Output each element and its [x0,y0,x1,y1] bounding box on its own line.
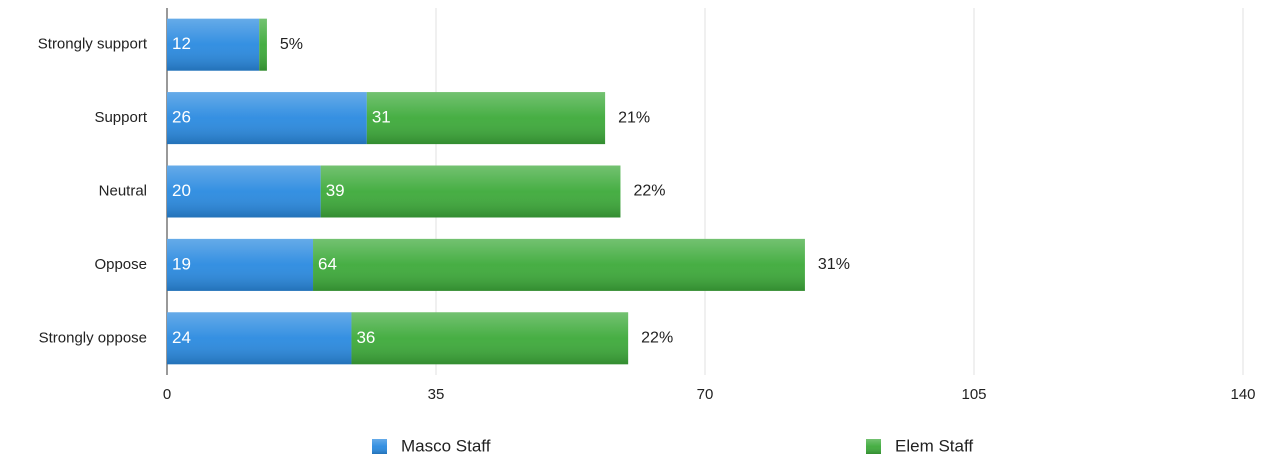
x-tick-label: 70 [697,386,714,403]
segment-label: 26 [172,108,191,127]
y-tick-label: Strongly support [38,36,148,53]
segment-label: 12 [172,34,191,53]
bar-shade [351,312,629,365]
segment-label: 24 [172,328,191,347]
segment-label: 36 [356,328,375,347]
segment-label: 20 [172,181,191,200]
total-label: 22% [633,183,665,200]
segment-label: 31 [372,108,391,127]
segment-label: 19 [172,254,191,273]
total-label: 5% [280,36,303,53]
segment-label: 64 [318,254,337,273]
legend-label: Masco Staff [401,436,491,455]
bar-shade [259,18,267,71]
bar-shade [167,165,321,218]
y-tick-label: Strongly oppose [39,329,147,346]
bar-shade [366,92,606,145]
bar-shade [167,18,260,71]
total-label: 31% [818,256,850,273]
x-tick-label: 35 [428,386,445,403]
bar-shade [167,312,352,365]
bar-shade [167,238,314,291]
total-label: 22% [641,330,673,347]
bar-shade [167,92,367,145]
legend-swatch-shade [866,439,881,454]
legend-swatch-shade [372,439,387,454]
total-label: 21% [618,109,650,126]
y-tick-label: Neutral [99,182,147,199]
y-tick-label: Support [94,109,147,126]
x-tick-label: 105 [961,386,986,403]
segment-label: 39 [326,181,345,200]
bar-shade [313,238,805,291]
bar-shade [320,165,621,218]
x-tick-label: 0 [163,386,171,403]
x-tick-label: 140 [1230,386,1255,403]
legend-label: Elem Staff [895,436,973,455]
y-tick-label: Oppose [94,256,147,273]
